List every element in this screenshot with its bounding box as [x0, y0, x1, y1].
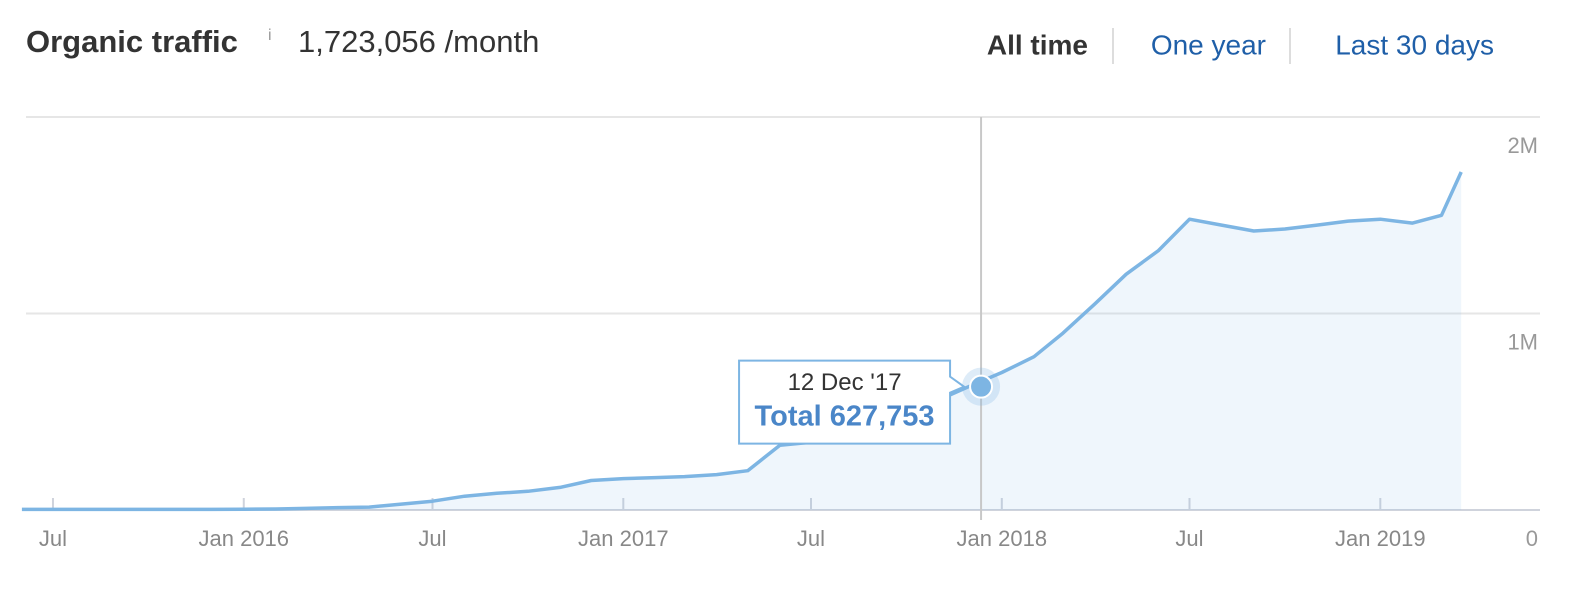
x-tick-label: Jan 2016: [199, 526, 290, 551]
tooltip-box: [738, 359, 967, 445]
tooltip-series: Total: [755, 400, 822, 432]
unit: /month: [445, 24, 540, 59]
y-tick-label: 2M: [1507, 133, 1538, 158]
header-value: 1,723,056 /month: [298, 24, 539, 59]
point: [969, 374, 994, 399]
x-tick-label: Jul: [418, 526, 446, 551]
x-tick-label: Jul: [1175, 526, 1203, 551]
x-tick-label: Jul: [797, 526, 825, 551]
y-tick-label: 0: [1526, 526, 1538, 551]
tab[interactable]: One year: [1151, 29, 1266, 60]
tab[interactable]: Last 30 days: [1335, 29, 1494, 60]
line: [21, 171, 1463, 512]
y-tick-label: 1M: [1507, 329, 1538, 354]
tab[interactable]: All time: [987, 29, 1088, 60]
area-fill: [21, 172, 1462, 510]
tooltip-value: Total 627,753: [755, 400, 935, 432]
tooltip-number: 627,753: [830, 400, 935, 432]
chart-title: Organic traffic: [26, 24, 238, 59]
x-tick-label: Jan 2017: [578, 526, 669, 551]
x-tick-label: Jul: [39, 526, 67, 551]
tooltip-date: 12 Dec '17: [788, 369, 902, 396]
info-icon[interactable]: i: [268, 27, 272, 44]
value: 1,723,056: [298, 24, 436, 59]
x-tick-label: Jan 2019: [1335, 526, 1426, 551]
x-tick-label: Jan 2018: [957, 526, 1048, 551]
